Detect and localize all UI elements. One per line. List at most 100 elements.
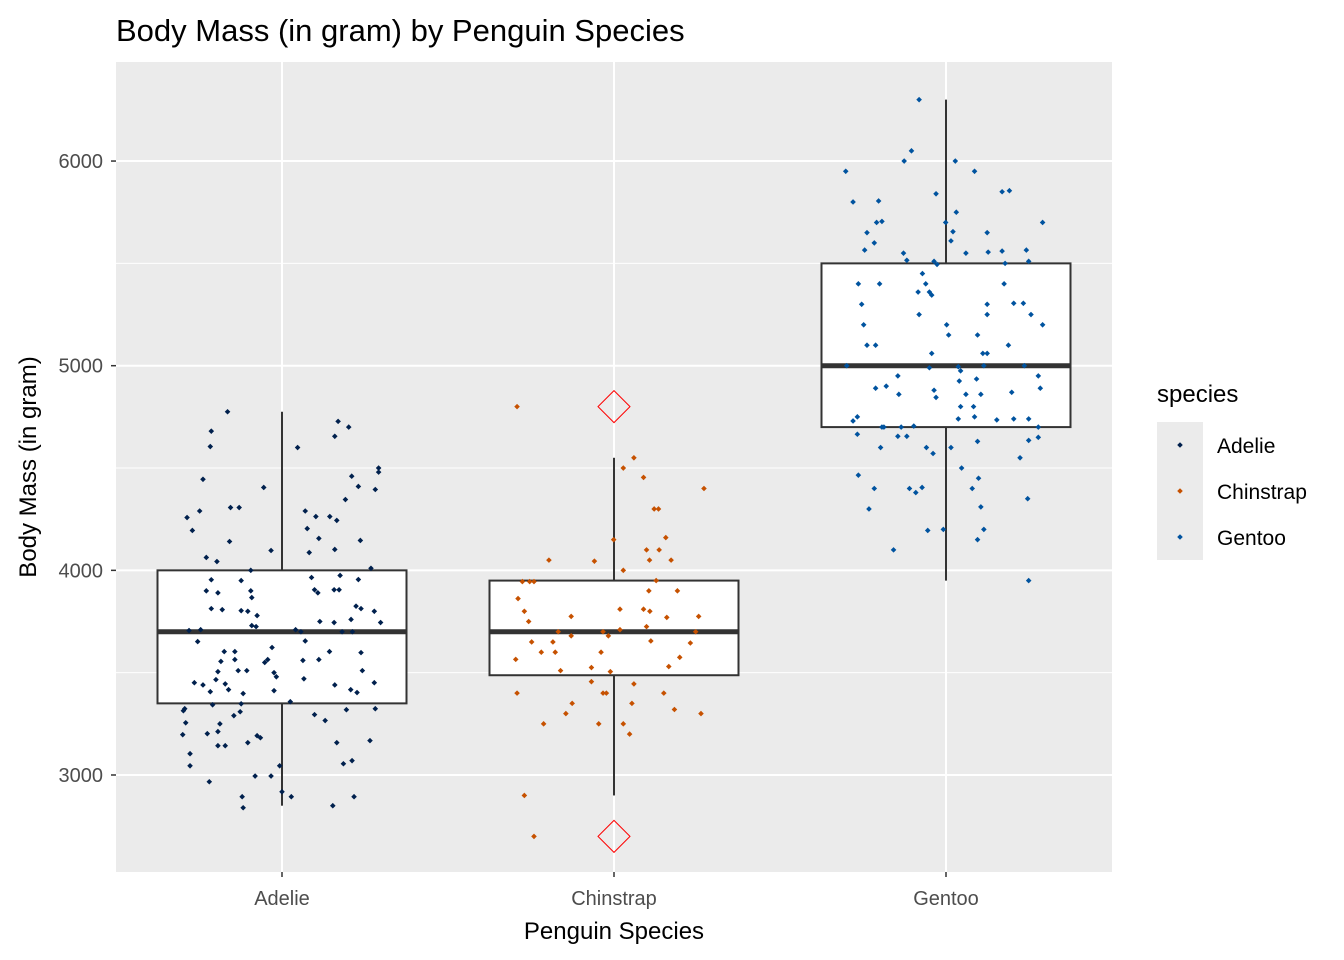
data-point-adelie — [226, 538, 233, 545]
data-point-adelie — [197, 626, 204, 633]
data-point-chinstrap — [588, 664, 595, 671]
data-point-gentoo — [1021, 362, 1028, 369]
data-point-adelie — [276, 762, 283, 769]
data-point-adelie — [253, 623, 259, 630]
data-point-adelie — [292, 626, 299, 633]
data-point-adelie — [209, 702, 216, 708]
data-point-chinstrap — [668, 557, 674, 563]
data-point-adelie — [240, 804, 246, 811]
data-point-chinstrap — [515, 595, 521, 602]
data-point-gentoo — [1039, 219, 1046, 226]
data-point-adelie — [375, 469, 382, 475]
data-point-gentoo — [928, 350, 935, 357]
data-point-adelie — [222, 681, 229, 687]
data-point-adelie — [248, 622, 255, 629]
data-point-adelie — [368, 565, 374, 572]
data-point-adelie — [232, 656, 238, 663]
data-point-gentoo — [973, 376, 980, 382]
data-point-gentoo — [957, 403, 964, 410]
data-point-gentoo — [955, 363, 962, 370]
data-point-adelie — [237, 708, 243, 715]
data-point-adelie — [279, 788, 285, 795]
data-point-gentoo — [855, 472, 862, 478]
data-point-gentoo — [895, 433, 901, 440]
data-point-chinstrap — [661, 690, 667, 696]
data-point-gentoo — [1001, 281, 1007, 287]
data-point-adelie — [208, 428, 215, 434]
data-point-gentoo — [883, 383, 890, 389]
data-point-gentoo — [881, 424, 887, 430]
data-point-gentoo — [975, 475, 982, 482]
data-point-adelie — [294, 444, 301, 451]
data-point-adelie — [235, 667, 241, 674]
data-point-adelie — [271, 687, 277, 694]
data-point-adelie — [207, 443, 214, 450]
data-point-gentoo — [993, 417, 1000, 423]
data-point-gentoo — [952, 158, 959, 164]
x-tick-label: Adelie — [254, 888, 310, 910]
data-point-adelie — [221, 648, 228, 655]
data-point-chinstrap — [568, 613, 574, 620]
data-point-gentoo — [984, 350, 990, 357]
data-point-adelie — [343, 706, 350, 713]
data-point-gentoo — [1025, 258, 1032, 265]
data-point-adelie — [308, 574, 315, 581]
data-point-chinstrap — [643, 547, 650, 553]
data-point-chinstrap — [662, 534, 669, 541]
data-point-gentoo — [860, 321, 867, 328]
data-point-gentoo — [1037, 385, 1044, 392]
data-point-adelie — [238, 577, 244, 584]
data-point-chinstrap — [676, 654, 683, 661]
data-point-chinstrap — [526, 578, 533, 585]
data-point-gentoo — [948, 238, 954, 244]
data-point-adelie — [245, 608, 251, 615]
data-point-gentoo — [931, 258, 937, 265]
data-point-adelie — [244, 667, 250, 674]
data-point-gentoo — [1006, 187, 1013, 194]
data-point-adelie — [186, 627, 192, 634]
data-point-gentoo — [850, 199, 856, 205]
data-point-gentoo — [970, 403, 977, 410]
boxes — [156, 99, 1072, 806]
data-point-gentoo — [904, 257, 910, 264]
data-point-gentoo — [912, 489, 919, 496]
data-point-gentoo — [895, 373, 901, 379]
data-point-chinstrap — [555, 628, 562, 635]
data-point-gentoo — [864, 342, 870, 349]
data-point-chinstrap — [563, 710, 569, 717]
data-point-adelie — [348, 473, 355, 480]
data-point-adelie — [348, 616, 354, 623]
data-point-adelie — [317, 618, 323, 625]
data-point-adelie — [268, 773, 274, 779]
data-point-chinstrap — [550, 639, 556, 645]
data-point-adelie — [203, 554, 210, 561]
data-point-adelie — [354, 689, 360, 696]
data-point-adelie — [333, 517, 340, 524]
data-point-adelie — [288, 793, 295, 800]
data-point-adelie — [336, 586, 342, 593]
data-point-gentoo — [933, 190, 939, 197]
data-point-adelie — [306, 549, 313, 556]
data-point-adelie — [215, 668, 221, 675]
data-point-gentoo — [1035, 424, 1042, 430]
data-point-adelie — [247, 567, 254, 574]
data-point-chinstrap — [598, 649, 604, 656]
data-point-adelie — [353, 603, 359, 609]
x-tick-label: Chinstrap — [571, 888, 657, 910]
data-point-chinstrap — [646, 588, 652, 594]
data-point-gentoo — [904, 433, 910, 440]
data-point-gentoo — [861, 247, 868, 253]
box-gentoo — [820, 262, 1072, 429]
data-point-adelie — [200, 682, 206, 688]
data-point-chinstrap — [557, 667, 564, 674]
data-point-chinstrap — [552, 649, 559, 656]
data-point-gentoo — [1035, 373, 1042, 379]
data-point-adelie — [304, 525, 311, 532]
data-point-chinstrap — [698, 710, 704, 717]
data-point-gentoo — [963, 250, 969, 256]
data-point-gentoo — [999, 188, 1005, 195]
data-point-gentoo — [896, 391, 902, 398]
data-point-gentoo — [916, 96, 922, 103]
data-point-gentoo — [919, 270, 926, 277]
